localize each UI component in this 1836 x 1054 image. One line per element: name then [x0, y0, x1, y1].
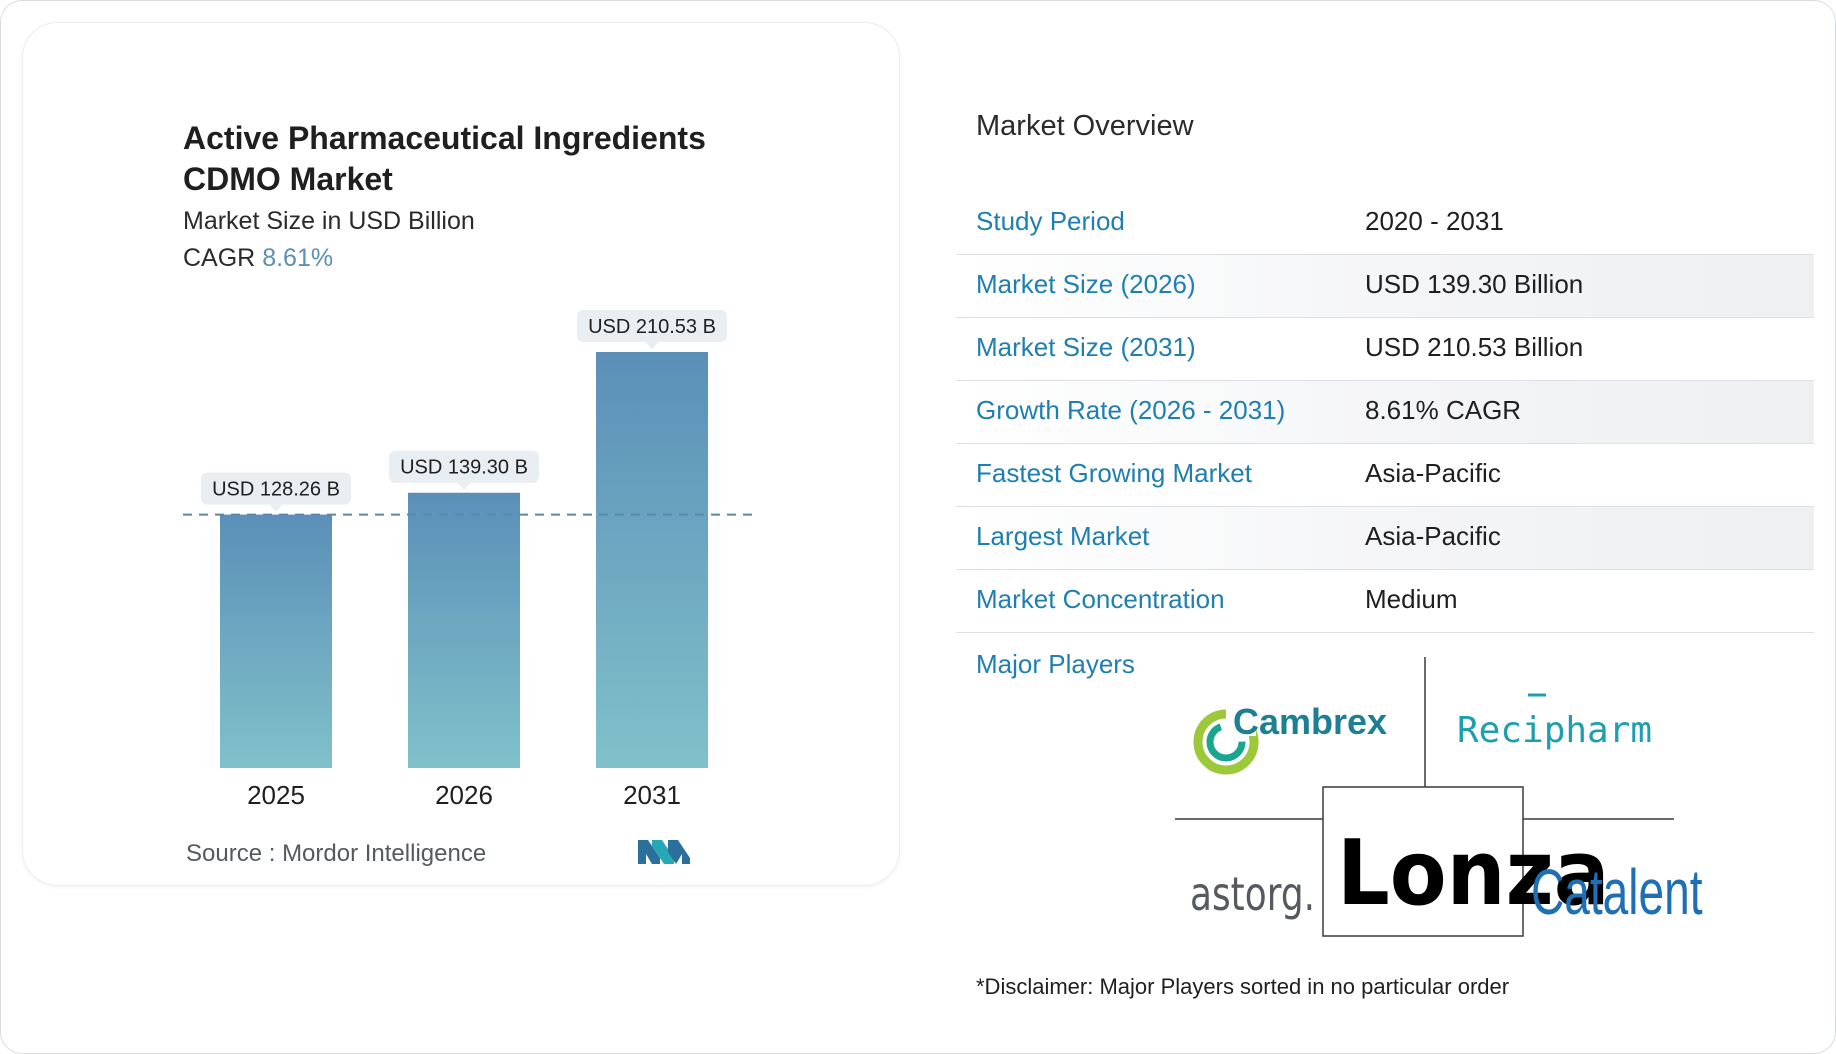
data-label-2026: USD 139.30 B [389, 450, 539, 490]
chart-subtitle: Market Size in USD Billion [183, 207, 475, 235]
bar-chart: USD 128.26 B USD 139.30 B USD 210.53 B 202… [183, 310, 752, 810]
data-labels-layer: USD 128.26 B USD 139.30 B USD 210.53 B [201, 310, 727, 512]
mordor-intelligence-logo [638, 840, 690, 864]
data-label-pill [201, 472, 351, 505]
x-tick-label-2025: 2025 [247, 780, 305, 810]
data-label-2025: USD 128.26 B [201, 472, 351, 512]
chart-source: Source : Mordor Intelligence [186, 840, 486, 868]
overview-row-value: Medium [1365, 584, 1458, 614]
catalent-wordmark: Catalent [1531, 857, 1703, 928]
data-label-pointer [269, 504, 283, 512]
astorg-logo: astorg. [1190, 868, 1315, 922]
overview-row-label: Market Concentration [976, 584, 1225, 614]
source-name: Mordor Intelligence [282, 840, 487, 867]
data-label-text: USD 128.26 B [212, 479, 340, 501]
data-label-text: USD 210.53 B [588, 316, 716, 338]
chart-cagr: CAGR 8.61% [183, 244, 333, 273]
overview-row-value: USD 139.30 Billion [1365, 269, 1584, 299]
overview-row: Study Period 2020 - 2031 [956, 192, 1814, 255]
overview-row-value: Asia-Pacific [1365, 458, 1501, 488]
cagr-label: CAGR [183, 244, 256, 272]
data-label-pointer [645, 342, 659, 349]
bars-layer [220, 352, 708, 768]
overview-row-label: Growth Rate (2026 - 2031) [976, 395, 1286, 425]
overview-row-value: USD 210.53 Billion [1365, 332, 1584, 362]
major-players-label: Major Players [976, 649, 1135, 679]
bar-2031 [596, 352, 708, 768]
overview-row: Market Size (2026) USD 139.30 Billion [956, 255, 1814, 318]
data-label-pill [577, 310, 727, 342]
lonza-wordmark: Lonza [1337, 822, 1610, 926]
overview-row-label: Market Size (2031) [976, 332, 1196, 362]
chart-title: Active Pharmaceutical Ingredients CDMO M… [183, 120, 706, 197]
disclaimer: *Disclaimer: Major Players sorted in no … [976, 974, 1510, 999]
overview-row-label: Fastest Growing Market [976, 458, 1252, 488]
data-label-text: USD 139.30 B [400, 457, 528, 479]
recipharm-wordmark: Recipharm [1457, 710, 1652, 751]
overview-row-label: Study Period [976, 206, 1125, 236]
overview-row: Largest Market Asia-Pacific [956, 507, 1814, 570]
overview-row: Market Concentration Medium [956, 570, 1814, 633]
cambrex-logo: Cambrex [1193, 701, 1387, 775]
recipharm-logo: Recipharm [1457, 693, 1652, 751]
x-tick-label-2026: 2026 [435, 780, 493, 810]
overview-row-label: Market Size (2026) [976, 269, 1196, 299]
cagr-value: 8.61% [262, 244, 334, 272]
astorg-wordmark: astorg. [1190, 868, 1315, 922]
overview-title: Market Overview [976, 110, 1194, 142]
cambrex-wordmark: Cambrex [1233, 701, 1387, 742]
source-label: Source : [186, 840, 276, 867]
logo-grid-lines [1175, 657, 1674, 937]
x-tick-label-2031: 2031 [623, 780, 681, 810]
overview-row-label: Largest Market [976, 521, 1150, 551]
catalent-logo: Catalent [1531, 857, 1703, 928]
data-label-pill [389, 450, 539, 483]
data-label-2031: USD 210.53 B [577, 310, 727, 349]
bar-2025 [220, 514, 332, 768]
bar-2026 [408, 492, 520, 768]
overview-row-value: 2020 - 2031 [1365, 206, 1504, 236]
lonza-logo: Lonza [1337, 822, 1610, 926]
overview-table: Study Period 2020 - 2031 Market Size (20… [956, 192, 1814, 633]
x-tick-labels-layer: 2025 2026 2031 [247, 780, 681, 810]
overview-row-value: Asia-Pacific [1365, 521, 1501, 551]
overview-row: Fastest Growing Market Asia-Pacific [956, 444, 1814, 507]
data-label-pointer [457, 482, 471, 490]
overview-row: Growth Rate (2026 - 2031) 8.61% CAGR [956, 381, 1814, 444]
overview-row-value: 8.61% CAGR [1365, 395, 1522, 425]
overview-row: Market Size (2031) USD 210.53 Billion [956, 318, 1814, 381]
